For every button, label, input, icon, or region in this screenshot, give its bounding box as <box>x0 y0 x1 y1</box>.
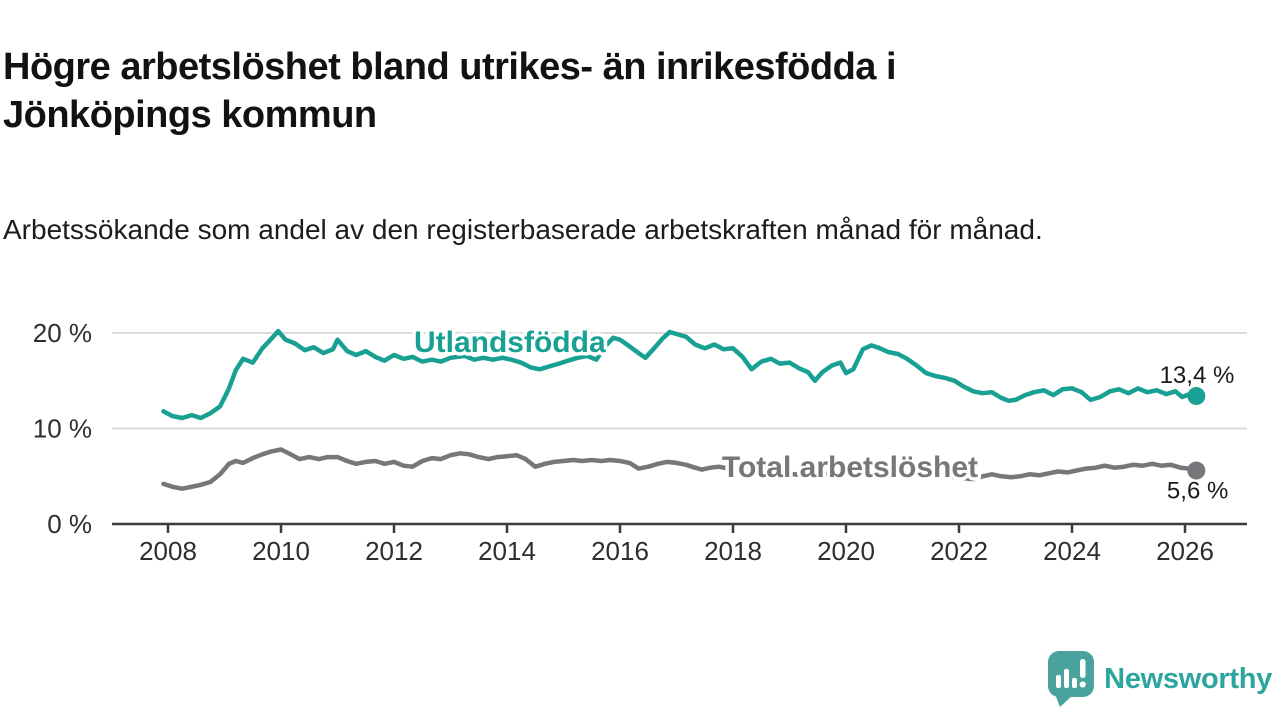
chart-title: Högre arbetslöshet bland utrikes- än inr… <box>3 46 897 137</box>
x-axis-tick-label: 2026 <box>1156 536 1214 566</box>
x-axis-tick-label: 2024 <box>1043 536 1101 566</box>
y-axis-tick-label: 20 % <box>33 318 92 348</box>
x-axis-tick-label: 2022 <box>930 536 988 566</box>
series-label: Utlandsfödda <box>414 326 606 359</box>
chart-subtitle: Arbetssökande som andel av den registerb… <box>3 214 1043 245</box>
x-axis-tick-label: 2020 <box>817 536 875 566</box>
y-axis-tick-label: 0 % <box>47 509 92 539</box>
y-axis-tick-label: 10 % <box>33 414 92 444</box>
series-label: Total arbetslöshet <box>722 451 978 484</box>
x-axis-tick-label: 2016 <box>591 536 649 566</box>
series-end-value-label: 5,6 % <box>1167 478 1228 505</box>
x-axis-tick-label: 2008 <box>139 536 197 566</box>
series-end-dot <box>1187 387 1206 406</box>
newsworthy-logo-text: Newsworthy <box>1104 662 1272 695</box>
newsworthy-logo-icon <box>1048 651 1095 707</box>
series-end-dot <box>1187 461 1206 480</box>
x-axis-tick-label: 2010 <box>252 536 310 566</box>
series-line-total <box>161 447 1199 491</box>
series-end-value-label: 13,4 % <box>1160 362 1235 389</box>
x-axis-tick-label: 2018 <box>704 536 762 566</box>
series-line-utlandsfodda <box>161 328 1199 421</box>
newsworthy-logo: Newsworthy <box>1047 650 1272 708</box>
x-axis-tick-label: 2012 <box>365 536 423 566</box>
x-axis-tick-label: 2014 <box>478 536 536 566</box>
